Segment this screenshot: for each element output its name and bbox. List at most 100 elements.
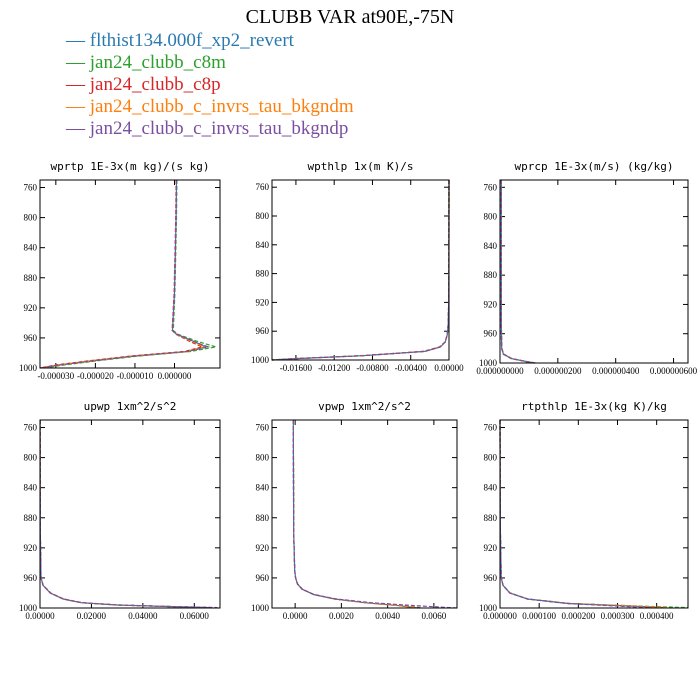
y-tick-label: 760 [484, 182, 498, 192]
series-line-flthist134.000f_xp2_revert [39, 179, 209, 369]
legend-item: — jan24_clubb_c8p [66, 74, 221, 95]
subplot-title: upwp 1xm^2/s^2 [84, 400, 177, 413]
series-line-flthist134.000f_xp2_revert [500, 179, 535, 364]
x-tick-label: -0.00800 [356, 363, 389, 373]
x-tick-label: 0.00000 [434, 363, 464, 373]
y-tick-label: 1000 [19, 363, 38, 373]
y-tick-label: 960 [24, 573, 38, 583]
plot-frame [271, 179, 450, 361]
y-tick-label: 840 [256, 483, 270, 493]
y-tick-label: 880 [24, 513, 38, 523]
series-line-jan24_clubb_c_invrs_tau_bkgndp [39, 179, 211, 369]
subplot-title: vpwp 1xm^2/s^2 [318, 400, 411, 413]
legend-item: — jan24_clubb_c_invrs_tau_bkgndp [66, 118, 349, 139]
x-tick-label: -0.01200 [318, 363, 351, 373]
y-tick-label: 960 [484, 573, 498, 583]
legend-item: — jan24_clubb_c_invrs_tau_bkgndm [66, 96, 354, 117]
series-line-jan24_clubb_c_invrs_tau_bkgndm [292, 419, 418, 609]
subplot-4: upwp 1xm^2/s^2 760 800 840 880 920 960 10000.00… [19, 400, 221, 621]
y-tick-label: 800 [256, 453, 270, 463]
series-line-flthist134.000f_xp2_revert [499, 419, 665, 609]
x-tick-label: -0.000010 [117, 371, 154, 381]
y-tick-label: 880 [24, 273, 38, 283]
subplot-title: rtpthlp 1E-3x(kg K)/kg [521, 400, 667, 413]
y-tick-label: 840 [256, 240, 270, 250]
series-line-jan24_clubb_c_invrs_tau_bkgndp [39, 419, 218, 609]
y-tick-label: 880 [484, 270, 498, 280]
x-tick-label: 0.000000000 [476, 366, 524, 376]
series-line-jan24_clubb_c_invrs_tau_bkgndm [39, 419, 210, 609]
legend-item: — jan24_clubb_c8m [66, 52, 226, 73]
subplot-6: rtpthlp 1E-3x(kg K)/kg 760 800 840 880 920 960… [479, 400, 689, 621]
x-tick-label: 0.000000600 [650, 366, 698, 376]
y-tick-label: 960 [256, 326, 270, 336]
x-tick-label: -0.01600 [280, 363, 313, 373]
y-tick-label: 800 [256, 211, 270, 221]
series-line-jan24_clubb_c8m [39, 419, 210, 609]
y-tick-label: 1000 [251, 603, 270, 613]
y-tick-label: 760 [256, 423, 270, 433]
series-line-jan24_clubb_c8p [271, 179, 450, 361]
subplot-3: wprcp 1E-3x(m/s) (kg/kg) 760 800 840 880 920 9… [476, 160, 697, 376]
y-tick-label: 760 [24, 423, 38, 433]
x-tick-label: 0.000200 [561, 611, 595, 621]
series-line-jan24_clubb_c_invrs_tau_bkgndp [499, 419, 649, 609]
y-tick-label: 760 [256, 182, 270, 192]
x-tick-label: 0.00000 [25, 611, 55, 621]
series-line-jan24_clubb_c_invrs_tau_bkgndm [500, 179, 535, 364]
figure-title: CLUBB VAR at90E,-75N [245, 6, 455, 28]
legend-item: — flthist134.000f_xp2_revert [66, 30, 294, 51]
plot-frame [499, 419, 689, 609]
y-tick-label: 800 [484, 453, 498, 463]
series-line-flthist134.000f_xp2_revert [292, 419, 418, 609]
x-tick-label: 0.000100 [522, 611, 556, 621]
x-tick-label: 0.000000200 [534, 366, 582, 376]
series-line-jan24_clubb_c_invrs_tau_bkgndp [271, 179, 450, 361]
x-tick-label: 0.000300 [601, 611, 635, 621]
x-tick-label: -0.000020 [77, 371, 114, 381]
x-tick-label: -0.00400 [395, 363, 428, 373]
y-tick-label: 1000 [479, 603, 498, 613]
y-tick-label: 800 [484, 212, 498, 222]
plot-frame [39, 419, 221, 609]
series-line-jan24_clubb_c8p [499, 419, 665, 609]
subplot-2: wpthlp 1x(m K)/s 760 800 840 880 920 960 1000 -0… [251, 160, 464, 373]
y-tick-label: 960 [484, 329, 498, 339]
series-line-jan24_clubb_c8p [500, 179, 536, 364]
x-tick-label: 0.06000 [180, 611, 210, 621]
y-tick-label: 880 [256, 269, 270, 279]
y-tick-label: 880 [484, 513, 498, 523]
y-tick-label: 920 [24, 543, 38, 553]
y-tick-label: 800 [24, 213, 38, 223]
y-tick-label: 840 [484, 241, 498, 251]
series-line-jan24_clubb_c8p [39, 179, 205, 369]
series-line-jan24_clubb_c_invrs_tau_bkgndm [39, 179, 207, 369]
series-line-jan24_clubb_c8m [271, 179, 450, 361]
y-tick-label: 760 [484, 423, 498, 433]
series-line-jan24_clubb_c_invrs_tau_bkgndp [292, 419, 458, 609]
y-tick-label: 920 [484, 299, 498, 309]
x-tick-label: -0.000030 [37, 371, 74, 381]
y-tick-label: 800 [24, 453, 38, 463]
x-tick-label: 0.0020 [329, 611, 354, 621]
x-tick-label: 0.0000 [283, 611, 308, 621]
series-line-jan24_clubb_c8m [292, 419, 423, 609]
y-tick-label: 840 [24, 483, 38, 493]
x-tick-label: 0.000000400 [592, 366, 640, 376]
x-tick-label: 0.0060 [422, 611, 447, 621]
legend: — flthist134.000f_xp2_revert — jan24_clu… [66, 30, 354, 140]
x-tick-label: 0.000400 [640, 611, 674, 621]
y-tick-label: 960 [24, 333, 38, 343]
series-line-jan24_clubb_c_invrs_tau_bkgndm [499, 419, 669, 609]
x-tick-label: 0.000000 [158, 371, 192, 381]
series-line-jan24_clubb_c8p [39, 419, 213, 609]
y-tick-label: 920 [256, 297, 270, 307]
x-tick-label: 0.02000 [77, 611, 107, 621]
subplot-title: wprtp 1E-3x(m kg)/(s kg) [51, 160, 210, 173]
x-tick-label: 0.0040 [375, 611, 400, 621]
series-line-flthist134.000f_xp2_revert [39, 419, 210, 609]
x-tick-label: 0.04000 [128, 611, 158, 621]
series-line-jan24_clubb_c_invrs_tau_bkgndp [500, 179, 535, 364]
series-line-flthist134.000f_xp2_revert [271, 179, 450, 361]
x-tick-label: 0.000000 [483, 611, 517, 621]
